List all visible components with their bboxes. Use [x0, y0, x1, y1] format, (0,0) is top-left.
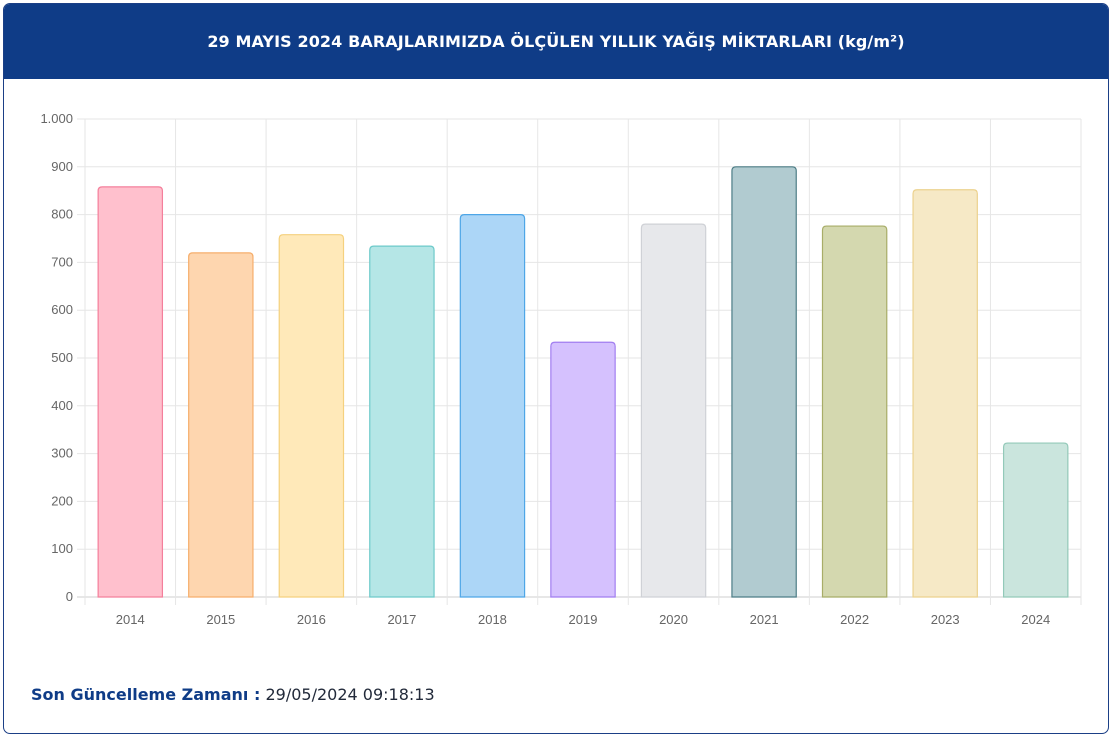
y-tick-label: 0	[66, 589, 73, 604]
y-tick-label: 300	[51, 446, 73, 461]
x-tick-label: 2022	[840, 612, 869, 627]
x-tick-label: 2018	[478, 612, 507, 627]
y-tick-label: 1.000	[40, 111, 73, 126]
y-tick-label: 200	[51, 493, 73, 508]
y-tick-label: 400	[51, 398, 73, 413]
last-update-label: Son Güncelleme Zamanı :	[31, 685, 261, 704]
y-tick-label: 900	[51, 159, 73, 174]
bar-2014	[97, 186, 164, 598]
x-tick-label: 2024	[1021, 612, 1050, 627]
bar-2024	[1002, 442, 1069, 598]
x-tick-label: 2023	[931, 612, 960, 627]
chart-area: 0 100 200 300 400 500 600 700 800 900 1.000 2014 201…	[4, 79, 1108, 639]
chart-title: 29 MAYIS 2024 BARAJLARIMIZDA ÖLÇÜLEN YIL…	[207, 32, 905, 51]
chart-header: 29 MAYIS 2024 BARAJLARIMIZDA ÖLÇÜLEN YIL…	[4, 4, 1108, 79]
bar-2021	[731, 166, 797, 598]
y-tick-label: 800	[51, 207, 73, 222]
y-tick-label: 500	[51, 350, 73, 365]
bar-2017	[369, 245, 435, 598]
x-tick-label: 2020	[659, 612, 688, 627]
x-tick-label: 2017	[387, 612, 416, 627]
bar-2018	[459, 214, 526, 598]
y-tick-label: 600	[51, 302, 73, 317]
bar-chart: 0 100 200 300 400 500 600 700 800 900 1.000 2014 201…	[40, 111, 1082, 627]
x-tick-label: 2015	[206, 612, 235, 627]
bar-2023	[912, 189, 978, 598]
x-tick-label: 2019	[569, 612, 598, 627]
bar-2020	[640, 223, 707, 598]
y-tick-label: 100	[51, 541, 73, 556]
x-tick-label: 2016	[297, 612, 326, 627]
bar-2016	[278, 234, 345, 598]
bar-2015	[188, 252, 254, 598]
bar-2019	[550, 341, 616, 598]
chart-card: 29 MAYIS 2024 BARAJLARIMIZDA ÖLÇÜLEN YIL…	[3, 3, 1109, 734]
x-tick-label: 2021	[750, 612, 779, 627]
last-update: Son Güncelleme Zamanı : 29/05/2024 09:18…	[31, 685, 435, 704]
last-update-value: 29/05/2024 09:18:13	[265, 685, 435, 704]
y-tick-label: 700	[51, 254, 73, 269]
bar-2022	[821, 225, 888, 598]
x-tick-label: 2014	[116, 612, 145, 627]
